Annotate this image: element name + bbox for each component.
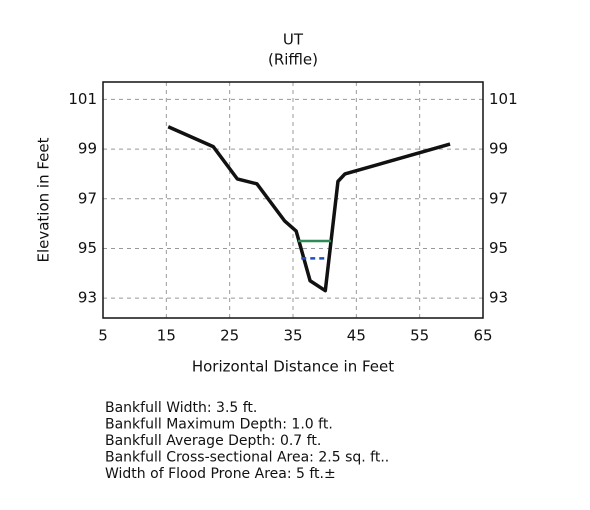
x-tick-label: 35 (283, 327, 302, 345)
x-tick-label: 45 (347, 327, 366, 345)
x-tick-label: 25 (220, 327, 239, 345)
chart-subtitle: (Riffle) (268, 51, 318, 69)
annotation: Bankfull Maximum Depth: 1.0 ft. (105, 417, 333, 433)
x-tick-label: 55 (410, 327, 429, 345)
x-tick-label: 15 (157, 327, 176, 345)
y-tick-label: 99 (78, 140, 97, 158)
y2-tick-label: 99 (489, 140, 508, 158)
plot-frame (102, 81, 484, 319)
x-axis-label: Horizontal Distance in Feet (192, 358, 394, 376)
y-tick-label: 95 (78, 239, 97, 257)
y-tick-label: 101 (68, 90, 97, 108)
y2-tick-label: 93 (489, 289, 508, 307)
chart-title: UT (283, 31, 304, 49)
annotation: Width of Flood Prone Area: 5 ft.± (105, 466, 336, 482)
series-line (167, 125, 451, 293)
y-axis-label: Elevation in Feet (35, 137, 53, 262)
x-tick-label: 65 (473, 327, 492, 345)
y2-tick-label: 101 (489, 90, 518, 108)
annotation: Bankfull Width: 3.5 ft. (105, 400, 257, 416)
x-tick-label: 5 (98, 327, 108, 345)
y-tick-label: 93 (78, 289, 97, 307)
y-tick-label: 97 (78, 189, 97, 207)
annotation: Bankfull Average Depth: 0.7 ft. (105, 433, 321, 449)
y2-tick-label: 95 (489, 239, 508, 257)
annotation: Bankfull Cross-sectional Area: 2.5 sq. f… (105, 450, 389, 466)
y2-tick-label: 97 (489, 189, 508, 207)
